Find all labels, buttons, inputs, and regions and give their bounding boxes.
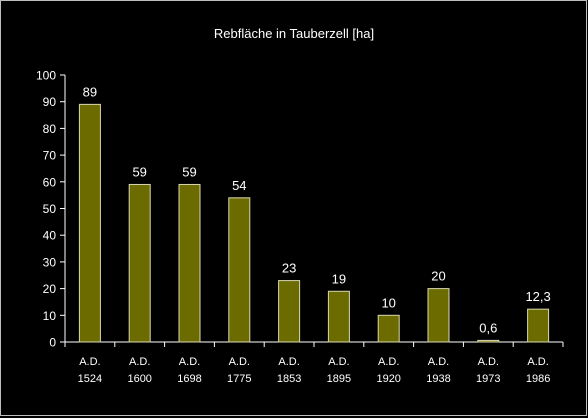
data-label: 12,3 <box>525 289 550 304</box>
x-tick-label: A.D. <box>428 356 449 368</box>
y-tick-label: 70 <box>43 149 57 163</box>
y-tick-label: 0 <box>49 336 56 350</box>
data-label: 23 <box>282 261 296 276</box>
y-tick-label: 50 <box>43 202 57 216</box>
bar <box>228 197 251 343</box>
x-tick-label: A.D. <box>278 356 299 368</box>
x-tick-label: 1973 <box>476 373 500 385</box>
data-label: 59 <box>182 164 196 179</box>
data-label: 0,6 <box>479 320 497 335</box>
data-label: 20 <box>431 269 445 284</box>
x-tick-label: A.D. <box>328 356 349 368</box>
x-tick-label: 1698 <box>177 373 201 385</box>
x-tick-label: A.D. <box>179 356 200 368</box>
y-tick-label: 20 <box>43 282 57 296</box>
bar <box>377 314 400 343</box>
data-label: 59 <box>132 164 146 179</box>
x-tick-label: A.D. <box>229 356 250 368</box>
x-tick-label: A.D. <box>378 356 399 368</box>
x-tick-label: A.D. <box>478 356 499 368</box>
x-tick-label: A.D. <box>79 356 100 368</box>
bar <box>527 308 550 343</box>
y-tick-label: 60 <box>43 175 57 189</box>
data-label: 89 <box>83 84 97 99</box>
y-tick-label: 10 <box>43 309 57 323</box>
chart-title: Rebfläche in Tauberzell [ha] <box>214 26 374 41</box>
data-label: 19 <box>332 271 346 286</box>
data-label: 10 <box>381 295 395 310</box>
x-tick-label: A.D. <box>527 356 548 368</box>
x-tick-label: 1895 <box>327 373 351 385</box>
bar <box>477 339 500 343</box>
bar <box>427 288 450 343</box>
x-tick-label: 1775 <box>227 373 251 385</box>
data-label: 54 <box>232 178 246 193</box>
y-tick-label: 30 <box>43 255 57 269</box>
bar <box>278 280 301 343</box>
x-tick-label: 1524 <box>78 373 102 385</box>
x-tick-label: 1853 <box>277 373 301 385</box>
x-tick-label: A.D. <box>129 356 150 368</box>
y-tick-label: 40 <box>43 229 57 243</box>
y-tick-label: 100 <box>36 69 56 83</box>
x-tick-label: 1920 <box>376 373 400 385</box>
x-tick-label: 1600 <box>127 373 151 385</box>
bar <box>78 103 101 343</box>
y-tick-label: 80 <box>43 122 57 136</box>
y-tick-label: 90 <box>43 95 57 109</box>
bar <box>128 183 151 343</box>
x-tick-label: 1938 <box>426 373 450 385</box>
bar <box>327 290 350 343</box>
bar <box>178 183 201 343</box>
x-tick-label: 1986 <box>526 373 550 385</box>
plot-area: 0 10 20 30 40 50 60 70 80 90 100 89 A.D. 1524 59 A.D. 16… <box>36 69 564 385</box>
